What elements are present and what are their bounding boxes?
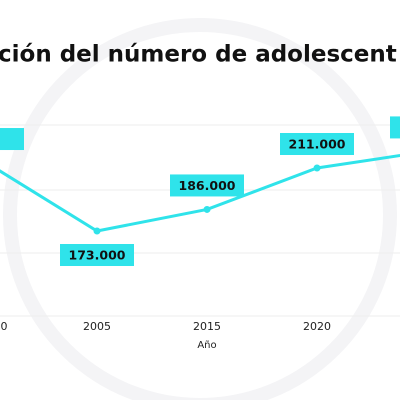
- x-tick-label: 0: [1, 320, 8, 333]
- value-label-box: [390, 116, 400, 139]
- x-tick-label: 2020: [303, 320, 331, 333]
- x-tick-label: 2015: [193, 320, 221, 333]
- value-label-box: [60, 244, 134, 267]
- data-point: [93, 227, 101, 235]
- x-axis-label: Año: [197, 340, 216, 351]
- background-ring: [3, 18, 397, 400]
- value-label: 173.000: [69, 248, 126, 263]
- data-point: [313, 164, 321, 172]
- x-tick-label: 2005: [83, 320, 111, 333]
- value-label-box: [0, 128, 24, 151]
- chart-title: ción del número de adolescent: [0, 42, 397, 68]
- value-label: 186.000: [179, 178, 236, 193]
- data-point: [203, 205, 211, 213]
- value-label-box: [280, 133, 354, 156]
- value-label-box: [170, 174, 244, 197]
- value-label: 211.000: [289, 137, 346, 152]
